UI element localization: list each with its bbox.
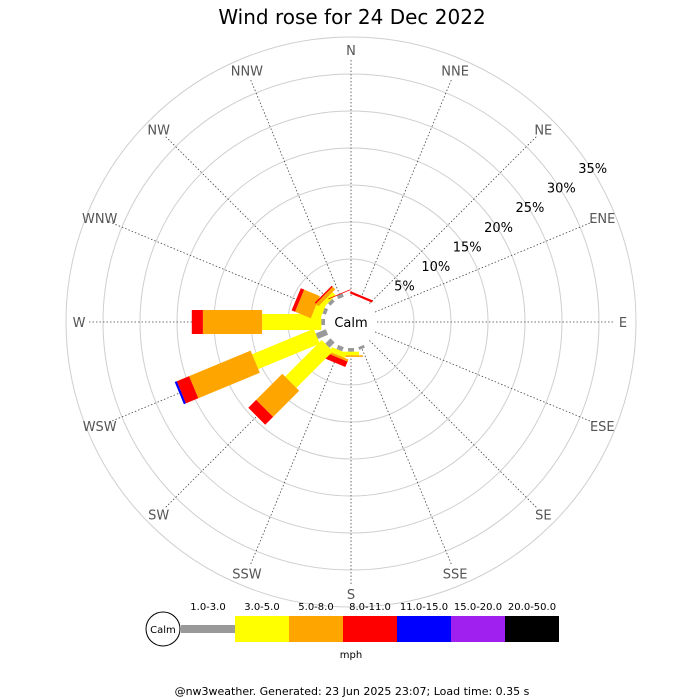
petal-segment-nw-3: [314, 285, 333, 304]
petal-segment-wnw-3: [291, 288, 305, 312]
percent-labels: 5% 10%15%20%25%30%35%: [394, 162, 607, 295]
petal-segment-w-1: [262, 314, 322, 330]
percent-label: 10%: [421, 260, 450, 275]
direction-label: ENE: [589, 212, 615, 227]
spoke-line: [108, 221, 328, 313]
direction-label: ESE: [590, 420, 615, 435]
legend-bin-label: 11.0-15.0: [400, 602, 448, 613]
direction-label: SSW: [232, 567, 262, 582]
spoke-line: [250, 79, 342, 299]
spoke-line: [369, 136, 537, 304]
petal-segment-ssw-0: [336, 344, 344, 352]
calm-center: Calm: [325, 296, 377, 348]
spoke-line: [250, 345, 342, 565]
petal-segment-sse-0: [358, 344, 365, 350]
legend-bin-label: 15.0-20.0: [454, 602, 502, 613]
direction-label: WNW: [82, 212, 118, 227]
legend-bins: 1.0-3.0 3.0-5.0 5.0-8.0 8.0-11.0 11.0-15.0 15…: [181, 602, 559, 642]
legend-bin-label: 3.0-5.0: [244, 602, 279, 613]
direction-label: SSE: [443, 567, 468, 582]
petal-segment-wsw-0: [315, 329, 329, 339]
percent-label: 25%: [515, 201, 544, 216]
legend-calm-circle: [145, 611, 181, 647]
percent-label: 20%: [484, 221, 513, 236]
percent-ring: [65, 36, 637, 608]
petal-segment-s-0: [348, 348, 354, 352]
petal-segment-wsw-2: [189, 350, 260, 399]
direction-label: SE: [535, 508, 551, 523]
petal-segment-nnw-3: [328, 289, 351, 300]
petal-segment-nw-2: [315, 286, 336, 307]
legend-bin-label: 20.0-50.0: [508, 602, 556, 613]
direction-label: NNW: [231, 65, 263, 80]
legend-swatch: [235, 616, 289, 642]
petal-segment-wnw-0: [322, 307, 329, 315]
direction-label: NE: [534, 124, 552, 139]
petal-segment-wsw-4: [174, 381, 186, 405]
petal-segment-w-0: [321, 319, 325, 325]
petal-segment-s-1: [343, 351, 359, 356]
legend-swatch: [343, 616, 397, 642]
petal-segment-w-2: [202, 310, 263, 334]
petal-segment-nnw-0: [336, 293, 344, 300]
petal-segment-sw-0: [325, 338, 335, 348]
legend-swatch: [505, 616, 559, 642]
petals: [174, 285, 373, 425]
petal-segment-nw-0: [327, 298, 335, 306]
percent-label: 30%: [547, 182, 576, 197]
legend-calm-label: Calm: [150, 625, 176, 636]
legend: Calm 1.0-3.0 3.0-5.0 5.0-8.0 8.0-11.0 11.0-1…: [145, 602, 559, 661]
legend-bin-label: 8.0-11.0: [349, 602, 391, 613]
spoke-line: [374, 331, 594, 423]
direction-label: SW: [148, 508, 169, 523]
petal-segment-wsw-3: [176, 376, 199, 404]
spoke-line: [369, 340, 537, 508]
legend-swatch: [289, 616, 343, 642]
chart-title: Wind rose for 24 Dec 2022: [218, 5, 485, 29]
petal-segment-wsw-1: [252, 328, 320, 370]
percent-label: 35%: [578, 162, 607, 177]
footer-text: @nw3weather. Generated: 23 Jun 2025 23:0…: [175, 685, 530, 698]
legend-bin-label: 5.0-8.0: [298, 602, 333, 613]
petal-segment-nne-3: [349, 291, 373, 303]
direction-label: NW: [147, 124, 170, 139]
percent-label: 5%: [394, 280, 415, 295]
spoke-line: [360, 345, 452, 565]
direction-label: NNE: [441, 65, 469, 80]
direction-label: S: [347, 588, 355, 603]
petal-segment-ssw-3: [323, 352, 348, 367]
spoke-line: [165, 136, 333, 304]
petal-segment-ssw-1: [330, 347, 347, 358]
spoke-line: [374, 221, 594, 313]
direction-label: WSW: [83, 420, 117, 435]
spoke-line: [360, 79, 452, 299]
calm-circle: [325, 296, 377, 348]
petal-segment-sw-1: [285, 340, 333, 388]
legend-units: mph: [340, 650, 362, 661]
calm-label: Calm: [334, 316, 367, 331]
legend-bin-label: 1.0-3.0: [190, 602, 225, 613]
petal-segment-sw-3: [248, 399, 274, 425]
legend-swatch: [397, 616, 451, 642]
direction-label: W: [73, 316, 86, 331]
direction-label: N: [346, 44, 356, 59]
petal-segment-wnw-2: [295, 289, 320, 319]
legend-swatch: [181, 625, 235, 633]
petal-segment-w-3: [191, 310, 203, 334]
percent-ring: [139, 110, 563, 534]
petal-segment-nw-1: [321, 292, 336, 307]
petal-segment-sw-2: [256, 373, 300, 417]
percent-label: 15%: [453, 240, 482, 255]
legend-swatch: [451, 616, 505, 642]
direction-label: E: [619, 316, 627, 331]
direction-labels: N NNE NE ENE E ESE SE SSE S SSW SW WSW W WNW NW NNW: [73, 44, 628, 603]
